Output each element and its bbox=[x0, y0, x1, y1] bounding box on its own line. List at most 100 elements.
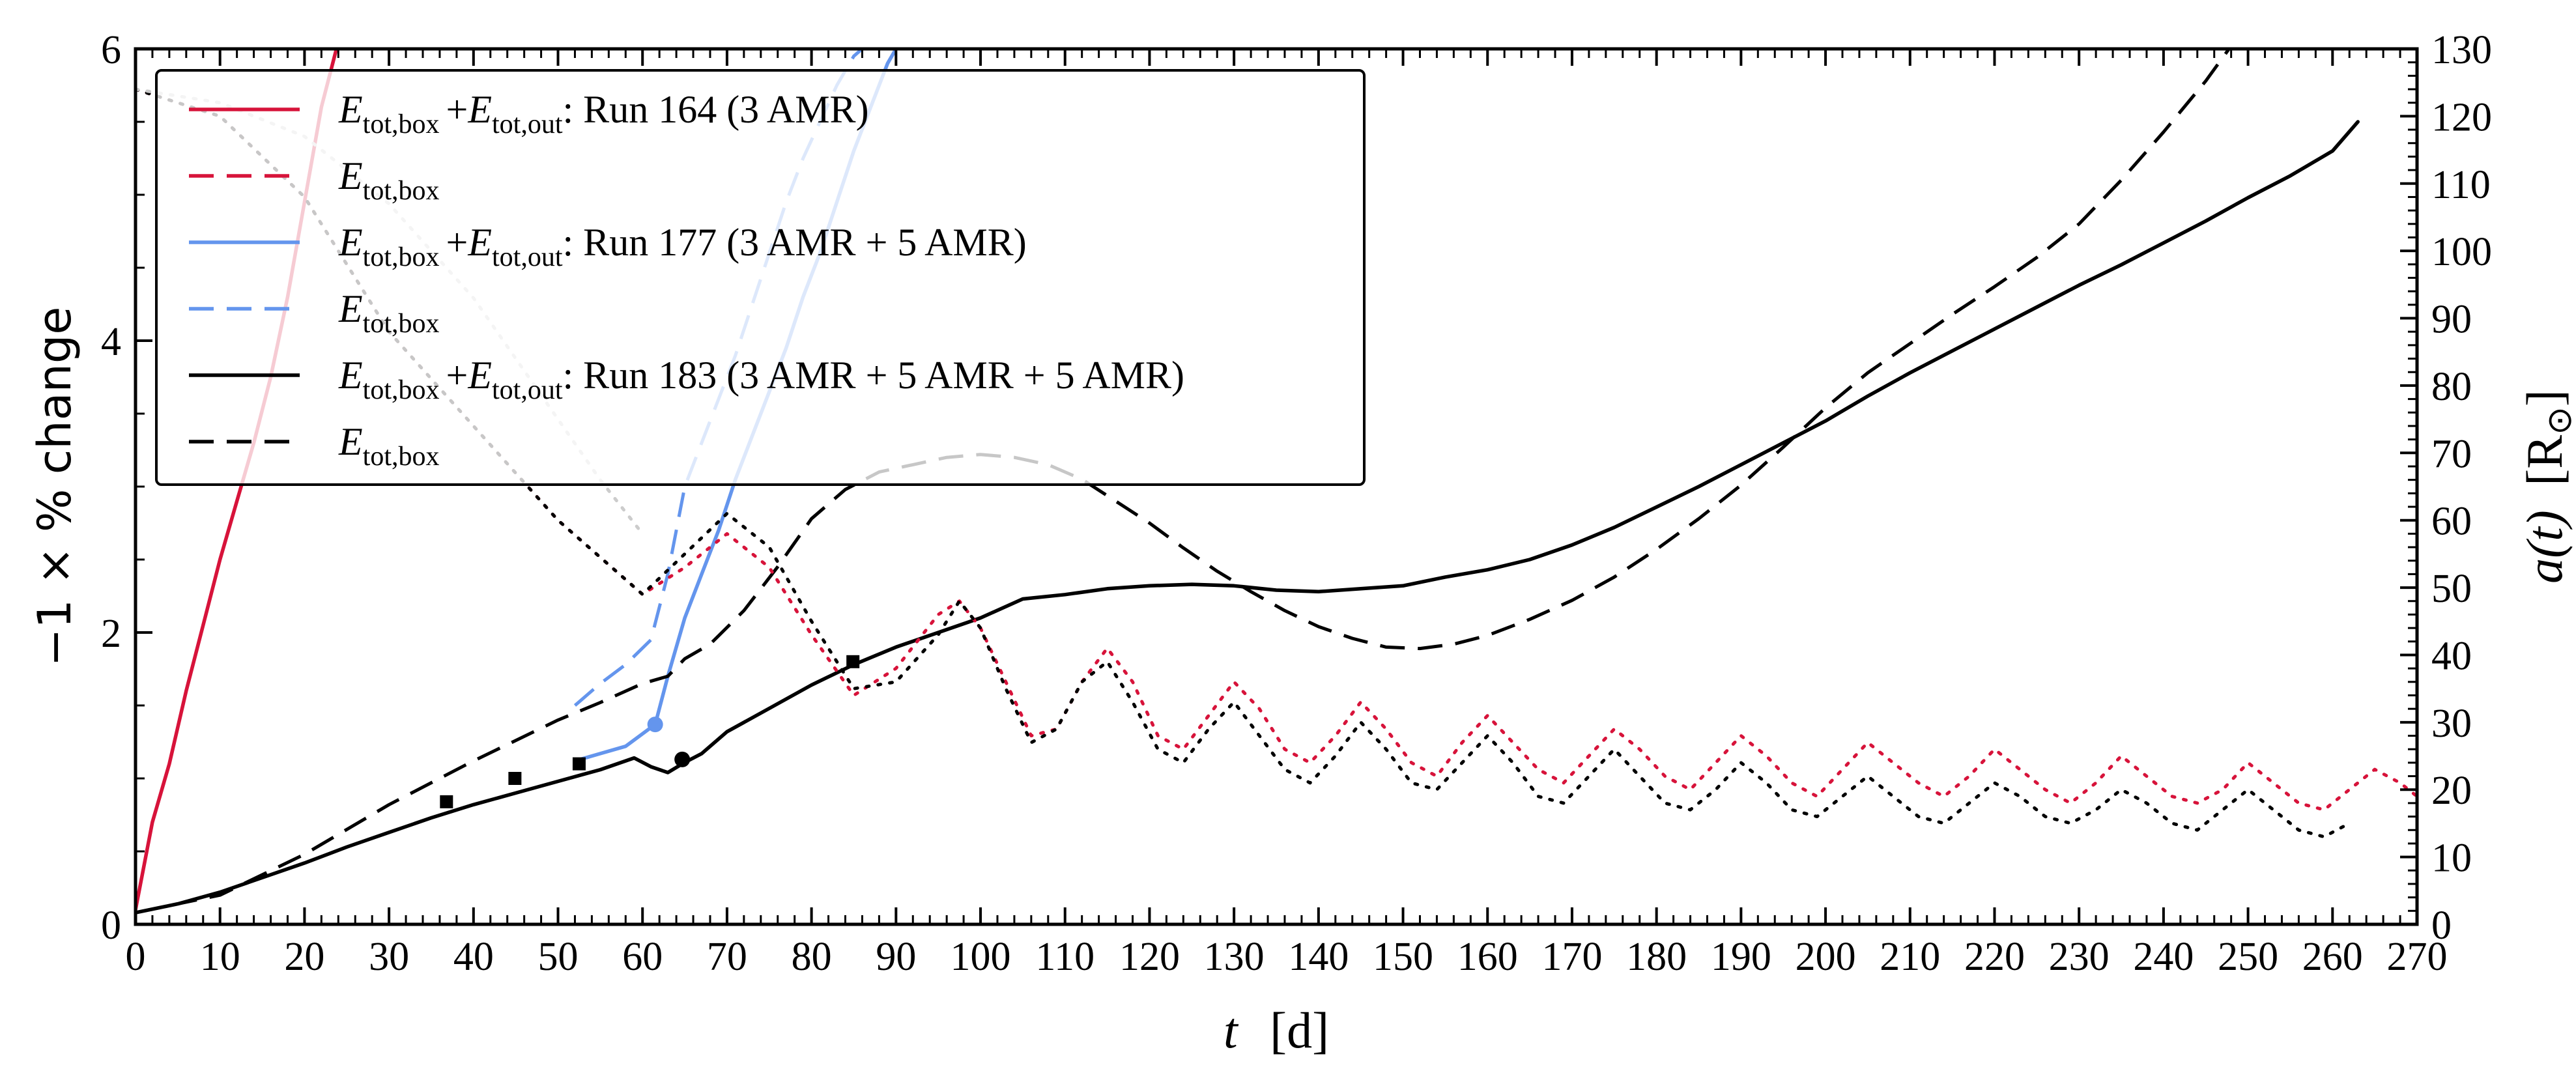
x-tick-label: 50 bbox=[538, 935, 579, 979]
x-label-unit: [d] bbox=[1270, 1002, 1329, 1059]
x-tick-label: 200 bbox=[1796, 935, 1856, 979]
x-label-var: t bbox=[1224, 1002, 1239, 1059]
y-left-tick-label: 6 bbox=[101, 28, 121, 72]
legend-subscript: tot,box bbox=[363, 242, 440, 272]
y-right-label-unit: [R bbox=[2516, 435, 2573, 486]
legend-term: E bbox=[338, 420, 363, 463]
x-tick-label: 250 bbox=[2218, 935, 2278, 979]
y-right-tick-label: 70 bbox=[2431, 432, 2472, 476]
y-right-tick-label: 30 bbox=[2431, 702, 2472, 746]
x-tick-label: 70 bbox=[707, 935, 747, 979]
legend-subscript: tot,out bbox=[492, 242, 563, 272]
y-right-tick-label: 40 bbox=[2431, 634, 2472, 678]
legend-subscript: tot,box bbox=[363, 176, 440, 206]
data-marker-circle bbox=[674, 751, 691, 767]
y-left-axis-label: −1 × % change bbox=[28, 307, 81, 667]
x-tick-label: 210 bbox=[1880, 935, 1940, 979]
y-right-tick-label: 100 bbox=[2431, 230, 2492, 274]
series-line-7 bbox=[136, 87, 2351, 839]
legend-label-0: Etot,box +Etot,out: Run 164 (3 AMR) bbox=[338, 88, 869, 139]
x-tick-label: 0 bbox=[126, 935, 146, 979]
y-right-tick-label: 10 bbox=[2431, 836, 2472, 881]
x-tick-label: 220 bbox=[1964, 935, 2025, 979]
legend-label-5: Etot,box bbox=[338, 420, 440, 472]
legend-run-text: : Run 177 (3 AMR + 5 AMR) bbox=[563, 221, 1027, 264]
y-right-tick-label: 110 bbox=[2431, 163, 2491, 207]
y-left-tick-label: 2 bbox=[101, 612, 121, 656]
x-tick-label: 150 bbox=[1373, 935, 1433, 979]
x-tick-label: 170 bbox=[1541, 935, 1602, 979]
data-marker-square bbox=[440, 795, 453, 808]
y-right-tick-label: 90 bbox=[2431, 298, 2472, 342]
x-tick-label: 100 bbox=[951, 935, 1011, 979]
legend-label-4: Etot,box +Etot,out: Run 183 (3 AMR + 5 AM… bbox=[338, 354, 1184, 405]
x-tick-label: 270 bbox=[2387, 935, 2448, 979]
x-tick-label: 110 bbox=[1035, 935, 1095, 979]
x-axis: 0 10 20 30 40 50 60 70 80 90 100 110 120 130 140 150 160… bbox=[126, 49, 2448, 979]
legend-term: E bbox=[338, 154, 363, 197]
legend-label-3: Etot,box bbox=[338, 287, 440, 339]
data-marker-circle bbox=[647, 717, 663, 733]
y-axis-right: 0 10 20 30 40 50 60 70 80 90 100 110 120 130 bbox=[2400, 28, 2492, 948]
x-tick-label: 130 bbox=[1204, 935, 1265, 979]
legend-subscript: tot,box bbox=[363, 109, 440, 139]
y-right-label-unit-symbol: ⊙ bbox=[2541, 406, 2576, 435]
legend-term: E bbox=[467, 221, 492, 264]
series-line-4 bbox=[136, 120, 2360, 915]
y-right-tick-label: 50 bbox=[2431, 567, 2472, 611]
series-line-6 bbox=[136, 87, 2417, 812]
legend-plus: + bbox=[446, 354, 468, 397]
legend-term: E bbox=[338, 354, 363, 397]
legend: Etot,box +Etot,out: Run 164 (3 AMR)Etot,b… bbox=[155, 69, 1366, 486]
y-right-tick-label: 80 bbox=[2431, 365, 2472, 409]
legend-term: E bbox=[338, 221, 363, 264]
y-right-axis-label: a(t) [R⊙] bbox=[2516, 390, 2576, 584]
x-tick-label: 140 bbox=[1288, 935, 1349, 979]
x-tick-label: 10 bbox=[200, 935, 240, 979]
x-tick-label: 120 bbox=[1119, 935, 1180, 979]
legend-term: E bbox=[338, 287, 363, 330]
legend-plus: + bbox=[446, 88, 468, 131]
x-tick-label: 230 bbox=[2049, 935, 2110, 979]
legend-subscript: tot,box bbox=[363, 309, 440, 339]
x-tick-label: 260 bbox=[2302, 935, 2363, 979]
x-tick-label: 80 bbox=[792, 935, 832, 979]
y-left-tick-label: 0 bbox=[101, 903, 121, 948]
x-tick-label: 180 bbox=[1626, 935, 1687, 979]
legend-run-text: : Run 164 (3 AMR) bbox=[563, 88, 869, 131]
x-tick-label: 160 bbox=[1457, 935, 1518, 979]
x-tick-label: 20 bbox=[284, 935, 324, 979]
y-right-tick-label: 120 bbox=[2431, 95, 2492, 139]
data-marker-square bbox=[846, 655, 860, 668]
legend-term: E bbox=[338, 88, 363, 131]
legend-term: E bbox=[467, 354, 492, 397]
legend-subscript: tot,box bbox=[363, 375, 440, 405]
legend-subscript: tot,out bbox=[492, 375, 563, 405]
y-right-tick-label: 20 bbox=[2431, 769, 2472, 813]
x-axis-label: t [d] bbox=[1224, 1002, 1329, 1059]
legend-subscript: tot,box bbox=[363, 442, 440, 472]
legend-plus: + bbox=[446, 221, 468, 264]
legend-label-1: Etot,box bbox=[338, 154, 440, 206]
y-right-label-unit-close: ] bbox=[2516, 390, 2573, 406]
legend-run-text: : Run 183 (3 AMR + 5 AMR + 5 AMR) bbox=[563, 354, 1185, 397]
legend-box bbox=[155, 69, 1366, 486]
y-right-tick-label: 130 bbox=[2431, 28, 2492, 72]
x-tick-label: 190 bbox=[1711, 935, 1771, 979]
y-axis-left: 0 2 4 6 bbox=[101, 28, 152, 948]
x-tick-label: 40 bbox=[453, 935, 494, 979]
x-tick-label: 240 bbox=[2133, 935, 2194, 979]
y-right-tick-label: 0 bbox=[2431, 903, 2452, 948]
x-tick-label: 60 bbox=[622, 935, 663, 979]
data-marker-square bbox=[508, 772, 522, 785]
x-tick-label: 90 bbox=[876, 935, 916, 979]
data-marker-square bbox=[572, 757, 586, 771]
legend-subscript: tot,out bbox=[492, 109, 563, 139]
y-left-tick-label: 4 bbox=[101, 320, 121, 364]
y-right-label-var: a(t) bbox=[2516, 510, 2573, 584]
legend-label-2: Etot,box +Etot,out: Run 177 (3 AMR + 5 AM… bbox=[338, 221, 1027, 272]
legend-term: E bbox=[467, 88, 492, 131]
y-right-tick-label: 60 bbox=[2431, 500, 2472, 544]
x-tick-label: 30 bbox=[369, 935, 409, 979]
